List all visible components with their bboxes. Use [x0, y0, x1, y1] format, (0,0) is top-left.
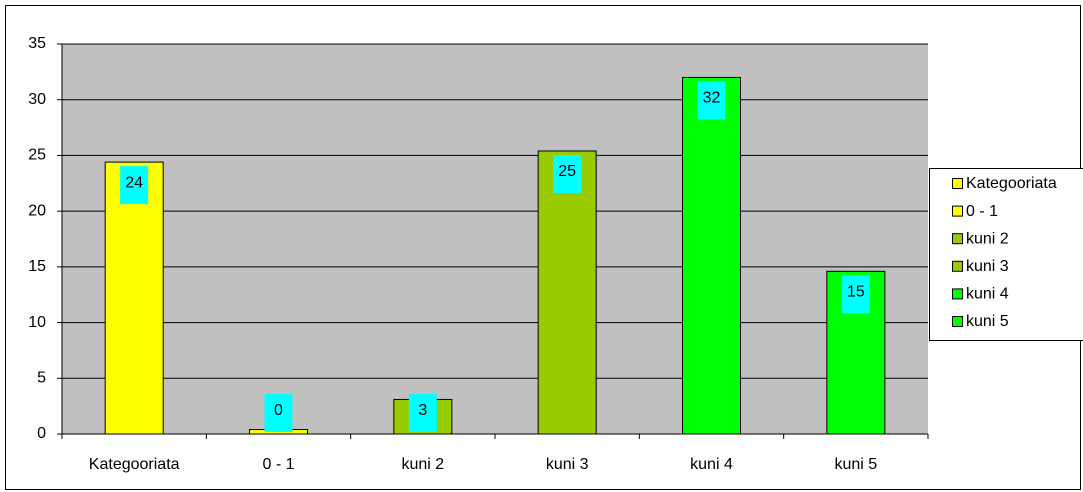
y-tick-label: 30	[28, 91, 46, 108]
x-tick-label: kuni 3	[546, 456, 589, 473]
data-label: 15	[847, 284, 865, 301]
legend-swatch	[952, 205, 963, 217]
legend-label: 0 - 1	[966, 203, 998, 220]
bar	[537, 150, 597, 435]
data-label-box	[697, 81, 726, 120]
bar	[682, 76, 741, 435]
data-label: 24	[125, 174, 143, 191]
data-label-box	[264, 394, 293, 432]
legend-swatch	[952, 288, 963, 300]
legend-swatch	[952, 233, 963, 245]
legend	[929, 168, 1083, 341]
data-label-box	[553, 154, 582, 193]
legend-swatch	[952, 260, 963, 272]
y-tick-label: 15	[28, 258, 46, 275]
plot-area	[62, 44, 928, 434]
data-label-box	[841, 275, 870, 314]
legend-label: kuni 5	[966, 313, 1009, 330]
data-label-box	[408, 394, 437, 432]
x-tick-label: Kategooriata	[89, 456, 180, 473]
y-tick-label: 20	[28, 202, 46, 219]
y-tick-label: 35	[28, 35, 46, 52]
x-tick-label: kuni 5	[834, 456, 877, 473]
y-tick-label: 10	[28, 314, 46, 331]
data-label: 3	[418, 402, 427, 419]
legend-label: Kategooriata	[966, 175, 1057, 192]
data-label: 25	[558, 163, 576, 180]
legend-swatch	[952, 178, 963, 189]
x-tick-label: kuni 4	[690, 456, 733, 473]
data-label-box	[120, 166, 149, 205]
y-tick-label: 5	[37, 370, 46, 387]
y-tick-label: 0	[37, 425, 46, 442]
x-tick-label: kuni 2	[401, 456, 444, 473]
x-tick-label: 0 - 1	[262, 456, 294, 473]
y-tick-label: 25	[28, 147, 46, 164]
legend-label: kuni 2	[966, 230, 1009, 247]
legend-label: kuni 3	[966, 258, 1009, 275]
legend-label: kuni 4	[966, 286, 1009, 303]
legend-swatch	[952, 316, 963, 327]
bar	[104, 161, 164, 435]
data-label: 32	[703, 90, 721, 107]
data-label: 0	[274, 402, 283, 419]
